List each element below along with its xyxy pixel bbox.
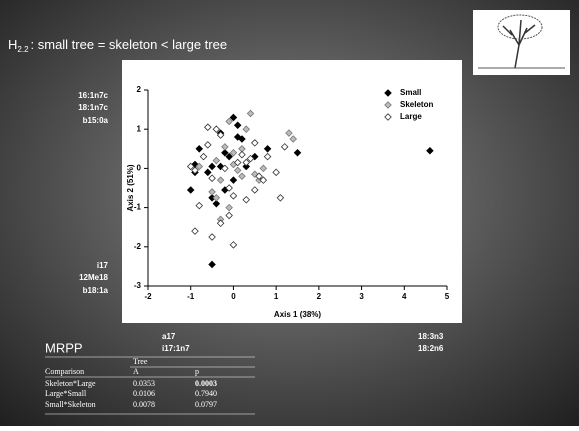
title-main: H [8,37,17,52]
side-label: a17 [162,332,176,341]
table-header: A [133,367,139,376]
y-tick-label: 0 [137,164,142,173]
table-cell: 0.7940 [195,389,217,398]
x-tick-label: 0 [231,292,236,301]
table-header: Comparison [45,367,84,376]
side-label: 18:1n7c [78,103,108,112]
table-header: p [195,367,199,376]
table-cell: 0.0353 [133,379,155,388]
title-sub: 2.2 [17,45,29,54]
side-label: b18:1a [83,286,109,295]
side-label: 18:2n6 [418,344,444,353]
side-label: 12Me18 [79,273,108,282]
y-tick-label: 2 [137,85,142,94]
legend-label: Small [400,88,421,97]
x-tick-label: 5 [445,292,450,301]
table-group: Tree [133,357,148,366]
legend-label: Large [400,112,422,121]
x-tick-label: 2 [317,292,322,301]
y-tick-label: 1 [137,124,142,133]
table-cell: Small*Skeleton [45,400,96,409]
x-axis-title: Axis 1 (38%) [274,310,321,319]
x-tick-label: 4 [402,292,407,301]
y-tick-label: -2 [134,242,142,251]
slide-title: H2.2: small tree = skeleton < large tree [8,37,227,54]
legend-label: Skeleton [400,100,433,109]
y-axis-title: Axis 2 (51%) [126,164,135,211]
table-cell: Skeleton*Large [45,379,96,388]
side-label: 18:3n3 [418,332,444,341]
table-cell: 0.0106 [133,389,155,398]
section-title: MRPP [45,340,83,355]
x-tick-label: -1 [187,292,195,301]
x-tick-label: 3 [359,292,364,301]
table-cell: Large*Small [45,389,87,398]
x-tick-label: 1 [274,292,279,301]
y-tick-label: -3 [134,281,142,290]
title-rest: : small tree = skeleton < large tree [31,37,228,52]
side-label: b15:0a [83,116,109,125]
table-cell: 0.0003 [195,379,217,388]
side-label: i17 [97,261,109,270]
table-cell: 0.0797 [195,400,217,409]
slide: H2.2: small tree = skeleton < large tree… [0,0,579,426]
side-label: 16:1n7c [78,91,108,100]
tree-image [473,10,570,75]
side-label: i17:1n7 [162,344,190,353]
x-tick-label: -2 [144,292,152,301]
table-cell: 0.0078 [133,400,155,409]
